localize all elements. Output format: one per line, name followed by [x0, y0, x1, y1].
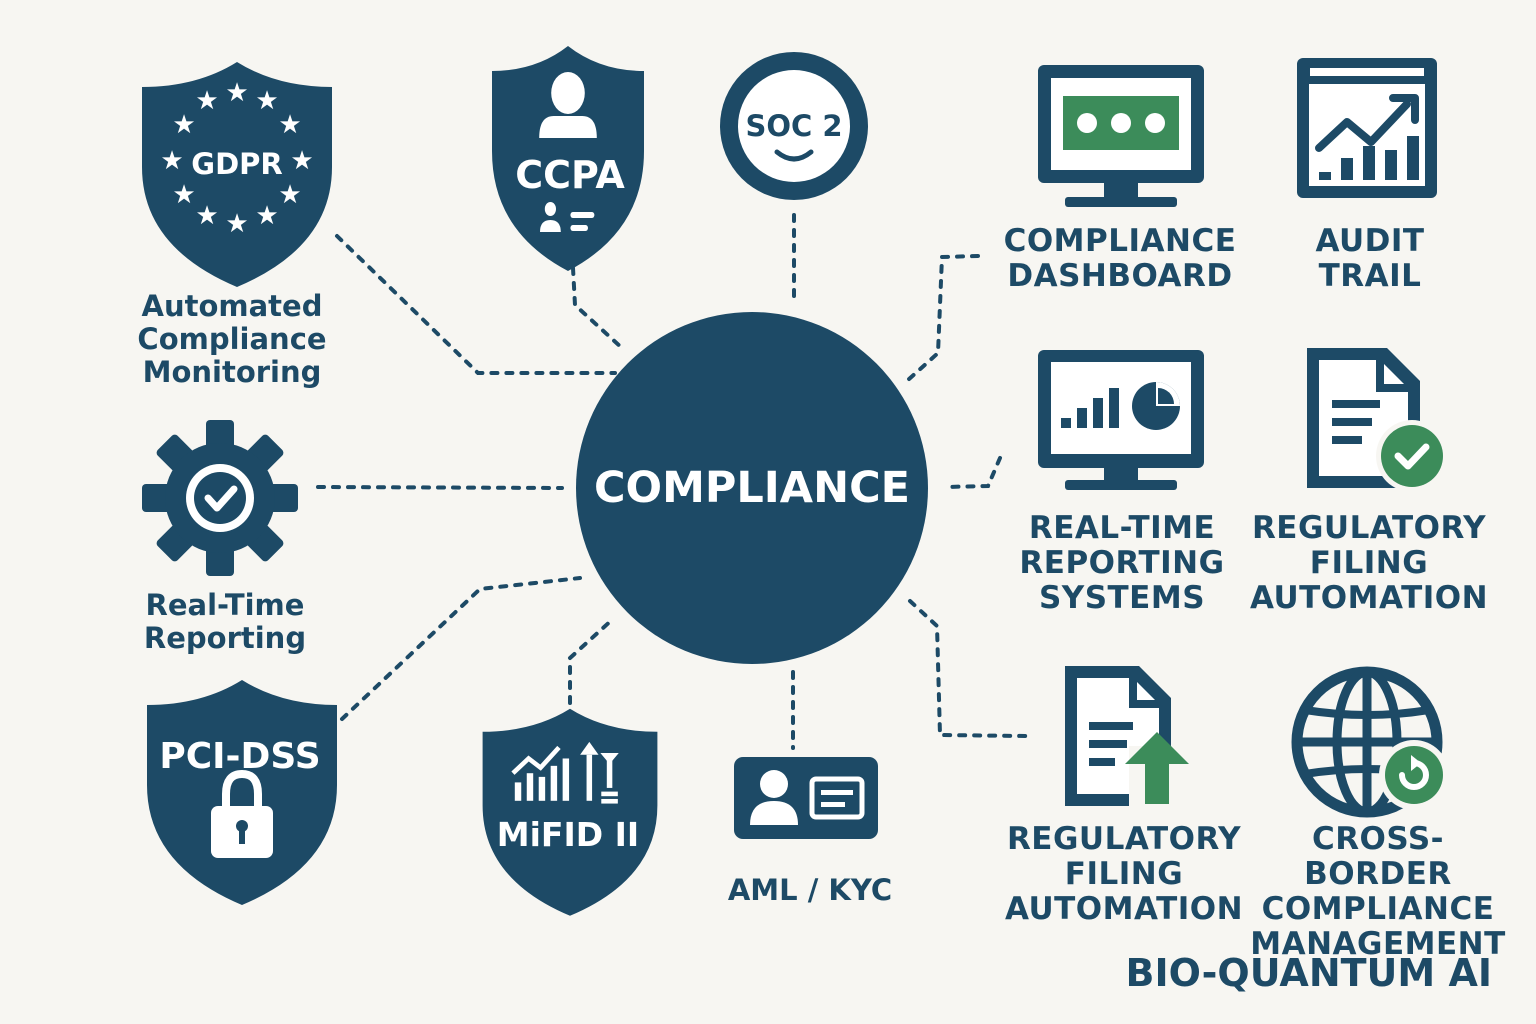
shield-person-icon — [492, 46, 644, 271]
globe-refresh-icon — [1291, 666, 1449, 818]
svg-text:★: ★ — [195, 201, 218, 231]
label-regulatory-filing-automation-2: REGULATORY FILING AUTOMATION — [1004, 821, 1244, 928]
chart-trend-icon — [1297, 58, 1437, 198]
svg-text:★: ★ — [278, 110, 301, 140]
label-compliance-dashboard: COMPLIANCE DASHBOARD — [1003, 223, 1237, 295]
svg-text:★: ★ — [160, 146, 183, 176]
connector-rfa2 — [908, 599, 1028, 738]
connector-rtrs — [943, 456, 1002, 489]
circle-smile-icon: SOC 2 — [720, 52, 868, 200]
connector-ccpa — [571, 266, 624, 350]
label-aml-kyc: AML / KYC — [727, 873, 893, 907]
connector-dashboard — [906, 254, 980, 382]
label-automated-compliance-monitoring: Automated Compliance Monitoring — [137, 289, 327, 389]
label-real-time-reporting: Real-Time Reporting — [143, 588, 307, 655]
monitor-dots-icon — [1038, 65, 1204, 207]
ccpa-badge: CCPA — [515, 153, 625, 197]
label-regulatory-filing-automation-1: REGULATORY FILING AUTOMATION — [1249, 510, 1489, 617]
connector-gdpr — [335, 234, 617, 375]
connectors — [316, 213, 1028, 750]
svg-text:★: ★ — [195, 86, 218, 116]
connector-realtime — [316, 485, 564, 490]
pci-badge: PCI-DSS — [159, 736, 320, 777]
gear-check-icon — [142, 420, 298, 576]
document-upload-icon — [1065, 666, 1189, 808]
document-check-icon — [1307, 348, 1448, 492]
svg-text:★: ★ — [172, 110, 195, 140]
label-audit-trail: AUDIT TRAIL — [1315, 223, 1425, 295]
center-label: COMPLIANCE — [594, 463, 910, 513]
shield-padlock-icon — [147, 680, 337, 905]
svg-text:★: ★ — [225, 78, 248, 108]
shield-eu-stars-icon: ★ ★ ★ ★ ★ ★ ★ ★ ★ ★ ★ ★ GDPR — [142, 62, 332, 287]
center-circle — [576, 312, 928, 664]
brand-label: BIO-QUANTUM AI — [1125, 951, 1492, 995]
svg-text:★: ★ — [278, 180, 301, 210]
id-card-icon — [734, 757, 878, 839]
svg-text:★: ★ — [225, 209, 248, 239]
label-cross-border-compliance-management: CROSS-BORDER COMPLIANCE MANAGEMENT — [1250, 821, 1506, 963]
svg-text:★: ★ — [172, 180, 195, 210]
mifid-badge: MiFID II — [497, 815, 639, 854]
eu-stars: ★ ★ ★ ★ ★ ★ ★ ★ ★ ★ ★ ★ — [160, 78, 313, 239]
svg-text:★: ★ — [255, 86, 278, 116]
connector-pci — [340, 576, 582, 721]
soc2-badge: SOC 2 — [745, 109, 842, 143]
gdpr-badge: GDPR — [191, 147, 282, 181]
shield-chart-icon — [482, 708, 658, 916]
label-real-time-reporting-systems: REAL-TIME REPORTING SYSTEMS — [1019, 510, 1225, 617]
svg-text:★: ★ — [255, 201, 278, 231]
svg-text:★: ★ — [290, 146, 313, 176]
connector-mifid — [568, 616, 616, 705]
monitor-bar-pie-icon — [1038, 350, 1204, 490]
